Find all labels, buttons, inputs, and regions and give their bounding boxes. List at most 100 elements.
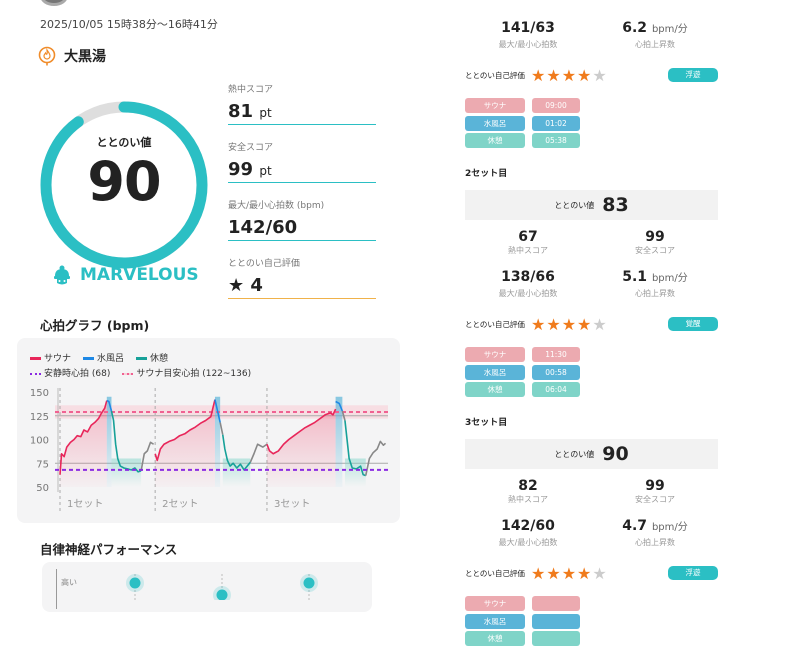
star-icon[interactable]: ★ bbox=[546, 563, 561, 583]
phase-time-rest: 06:04 bbox=[532, 382, 580, 397]
sauna-area bbox=[155, 399, 215, 487]
phase-time-sauna: 09:00 bbox=[532, 98, 580, 113]
set-heart-rate: 142/60 最大/最小心拍数 bbox=[498, 518, 558, 547]
rest-area bbox=[111, 458, 142, 487]
star-icon[interactable]: ★ bbox=[546, 314, 561, 334]
set-hr-rise: 6.2 bpm/分 心拍上昇数 bbox=[622, 20, 688, 49]
set-totonoi: ととのい値 90 bbox=[465, 439, 718, 469]
session-date: 2025/10/05 15時38分〜16時41分 bbox=[40, 18, 218, 31]
star-icon[interactable]: ★ bbox=[561, 563, 577, 583]
rest-area bbox=[222, 458, 251, 487]
star-icon[interactable]: ★ bbox=[592, 314, 607, 334]
hr-line-cold bbox=[335, 400, 344, 412]
legend-target: サウナ目安心拍 (122~136) bbox=[122, 366, 251, 379]
self-rating: ととのい自己評価 ★ ★ ★ ★ ★ 覚醒 bbox=[465, 314, 718, 334]
state-badge[interactable]: 覚醒 bbox=[668, 317, 718, 331]
stat-value: 99 pt bbox=[228, 159, 376, 183]
hr-line-other bbox=[341, 410, 346, 421]
autonomic-chart bbox=[126, 574, 318, 600]
star-icon[interactable]: ★ bbox=[592, 65, 607, 85]
autonomic-y-axis bbox=[56, 569, 57, 609]
set-hr-rise: 4.7 bpm/分 心拍上昇数 bbox=[622, 518, 688, 547]
set-hr-rise: 5.1 bpm/分 心拍上昇数 bbox=[622, 269, 688, 298]
cold-area bbox=[335, 396, 343, 487]
hr-line-cold bbox=[106, 399, 113, 412]
chart-legend-refs: 安静時心拍 (68) サウナ目安心拍 (122~136) bbox=[30, 366, 251, 379]
legend-sauna: サウナ bbox=[30, 351, 71, 364]
y-tick-label: 150 bbox=[30, 388, 49, 399]
rating-label: ととのい自己評価 bbox=[465, 70, 525, 80]
legend-resting: 安静時心拍 (68) bbox=[30, 366, 110, 379]
star-icon[interactable]: ★ bbox=[592, 563, 607, 583]
phase-time-cold bbox=[532, 613, 580, 629]
phase-time-rest: 05:38 bbox=[532, 133, 580, 148]
set-label: 2セット bbox=[162, 498, 198, 510]
stat-value: 142/60 bbox=[228, 217, 376, 241]
hr-line-sauna bbox=[59, 400, 108, 475]
phase-label-rest: 休憩 bbox=[465, 133, 525, 148]
totonoi-ring bbox=[40, 101, 208, 269]
set-safety-score: 99 安全スコア bbox=[635, 478, 675, 504]
summary-heat-score: 熱中スコア 81 pt bbox=[228, 82, 376, 125]
set-safety-score: 99 安全スコア bbox=[635, 229, 675, 255]
star-icon[interactable]: ★ bbox=[531, 563, 546, 583]
state-badge[interactable]: 浮遊 bbox=[668, 68, 718, 82]
set-heat-score: 67 熱中スコア bbox=[508, 229, 548, 255]
place-name: 大黒湯 bbox=[38, 46, 106, 66]
cold-area bbox=[214, 396, 221, 487]
phase-label-sauna: サウナ bbox=[465, 98, 525, 113]
summary-heart-rate: 最大/最小心拍数 (bpm) 142/60 bbox=[228, 198, 376, 241]
hr-line-other bbox=[249, 443, 268, 463]
set-header: 3セット目 bbox=[465, 418, 508, 428]
y-tick-label: 125 bbox=[30, 412, 49, 423]
phase-time-rest bbox=[532, 631, 580, 646]
set-label: 1セット bbox=[67, 498, 103, 510]
stat-value: ★ 4 bbox=[228, 275, 376, 299]
set-heart-rate: 141/63 最大/最小心拍数 bbox=[498, 20, 558, 49]
autonomic-title: 自律神経パフォーマンス bbox=[40, 542, 178, 557]
star-icon[interactable]: ★ bbox=[531, 314, 546, 334]
place-label: 大黒湯 bbox=[64, 49, 106, 65]
star-icon[interactable]: ★ bbox=[531, 65, 546, 85]
self-rating: ととのい自己評価 ★ ★ ★ ★ ★ 浮遊 bbox=[465, 65, 718, 85]
stat-label: 安全スコア bbox=[228, 143, 274, 153]
summary-safety-score: 安全スコア 99 pt bbox=[228, 140, 376, 183]
summary-self-rating: ととのい自己評価 ★ 4 bbox=[228, 256, 376, 299]
stat-label: ととのい自己評価 bbox=[228, 259, 300, 269]
phase-label-cold: 水風呂 bbox=[465, 115, 525, 131]
star-icon[interactable]: ★ bbox=[577, 563, 592, 583]
chart-legend: サウナ 水風呂 休憩 bbox=[30, 351, 168, 364]
rank: MARVELOUS bbox=[52, 264, 199, 286]
star-icon[interactable]: ★ bbox=[577, 65, 592, 85]
rank-label: MARVELOUS bbox=[80, 265, 199, 285]
cold-area bbox=[106, 396, 112, 487]
totonoi-ring-progress bbox=[40, 101, 208, 269]
phase-time-sauna bbox=[532, 596, 580, 611]
hr-line-other bbox=[140, 441, 155, 471]
stat-label: 最大/最小心拍数 (bpm) bbox=[228, 201, 325, 211]
star-icon[interactable]: ★ bbox=[546, 65, 561, 85]
set-totonoi: ととのい値 83 bbox=[465, 190, 718, 220]
hr-line-sauna bbox=[266, 408, 337, 455]
star-icon[interactable]: ★ bbox=[577, 314, 592, 334]
hr-line-cold bbox=[214, 399, 221, 423]
set-heart-rate: 138/66 最大/最小心拍数 bbox=[498, 269, 558, 298]
stat-value: 81 pt bbox=[228, 101, 376, 125]
y-tick-label: 100 bbox=[30, 436, 49, 447]
star-icon[interactable]: ★ bbox=[561, 314, 577, 334]
autonomic-point-2 bbox=[213, 574, 231, 600]
autonomic-point-3 bbox=[300, 574, 318, 600]
hr-line-rest bbox=[344, 420, 367, 477]
stat-label: 熱中スコア bbox=[228, 85, 274, 95]
phase-label-rest: 休憩 bbox=[465, 382, 525, 397]
totonoi-label: ととのい値 bbox=[96, 136, 152, 149]
state-badge[interactable]: 浮遊 bbox=[668, 566, 718, 580]
autonomic-high-label: 高い bbox=[61, 578, 77, 587]
phase-time-cold: 00:58 bbox=[532, 364, 580, 380]
hr-line-other bbox=[364, 440, 387, 476]
phase-label-rest: 休憩 bbox=[465, 631, 525, 646]
phase-label-cold: 水風呂 bbox=[465, 364, 525, 380]
star-icon[interactable]: ★ bbox=[561, 65, 577, 85]
phase-label-sauna: サウナ bbox=[465, 347, 525, 362]
legend-cold: 水風呂 bbox=[83, 351, 124, 364]
